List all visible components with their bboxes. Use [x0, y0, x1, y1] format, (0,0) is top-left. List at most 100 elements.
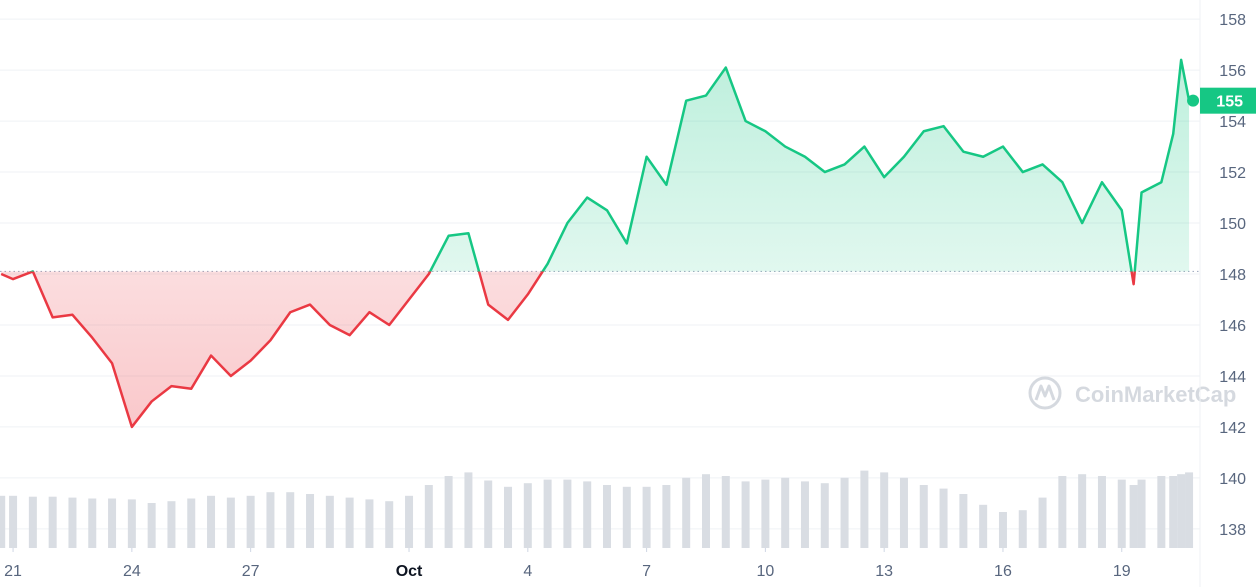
volume-bar	[9, 495, 18, 548]
volume-bar	[1078, 474, 1087, 548]
volume-bar	[108, 498, 117, 548]
volume-bar	[266, 492, 275, 548]
x-tick-label: 13	[875, 563, 893, 580]
plot	[0, 58, 1200, 429]
x-tick-label: 19	[1113, 563, 1131, 580]
volume-bar	[48, 496, 57, 548]
volume-bar	[682, 477, 691, 548]
y-tick-label: 138	[1219, 522, 1246, 539]
y-tick-label: 142	[1219, 420, 1246, 437]
volume-bar	[286, 492, 295, 548]
price-line	[29, 58, 1191, 272]
volume-bar	[662, 485, 671, 548]
volume-bar	[167, 501, 176, 548]
volume-bar	[385, 501, 394, 548]
volume-bar	[0, 495, 6, 548]
last-point	[1187, 94, 1200, 107]
volume-bar	[860, 470, 869, 548]
volume-bar	[721, 476, 730, 548]
volume-bars	[0, 470, 1194, 548]
volume-bar	[127, 499, 136, 548]
x-tick-label: Oct	[396, 563, 423, 580]
x-tick-label: 24	[123, 563, 141, 580]
y-tick-label: 146	[1219, 318, 1246, 335]
volume-bar	[603, 485, 612, 548]
volume-bar	[1129, 485, 1138, 548]
volume-bar	[325, 495, 334, 548]
volume-bar	[464, 472, 473, 548]
volume-bar	[701, 474, 710, 548]
volume-bar	[820, 483, 829, 548]
volume-bar	[959, 494, 968, 548]
volume-bar	[88, 498, 97, 548]
volume-bar	[345, 497, 354, 548]
volume-bar	[622, 486, 631, 548]
volume-bar	[28, 496, 37, 548]
volume-bar	[741, 481, 750, 548]
volume-bar	[781, 477, 790, 548]
volume-bar	[504, 486, 513, 548]
volume-bar	[642, 486, 651, 548]
volume-bar	[226, 497, 235, 548]
axes: 138 140 142 144 146 148 150 152 154 156 158 21 24 27 O…	[4, 0, 1256, 587]
y-tick-label: 144	[1219, 369, 1246, 386]
volume-bar	[1185, 472, 1194, 548]
x-tick-label: 10	[756, 563, 774, 580]
volume-bar	[1117, 479, 1126, 548]
x-tick-label: 27	[242, 563, 260, 580]
watermark-logo	[1028, 376, 1062, 410]
price-line	[0, 271, 1136, 429]
volume-bar	[68, 497, 77, 548]
price-tag-label: 155	[1216, 94, 1243, 111]
y-tick-label: 140	[1219, 471, 1246, 488]
volume-bar	[939, 488, 948, 548]
x-tick-label: 21	[4, 563, 22, 580]
volume-bar	[840, 477, 849, 548]
volume-bar	[1137, 479, 1146, 548]
volume-bar	[207, 495, 216, 548]
volume-bar	[1169, 476, 1178, 548]
y-tick-label: 158	[1219, 12, 1246, 29]
volume-bar	[147, 503, 156, 548]
volume-bar	[1157, 476, 1166, 548]
volume-bar	[444, 476, 453, 548]
volume-bar	[424, 485, 433, 548]
x-tick-label: 4	[523, 563, 532, 580]
watermark-text: CoinMarketCap	[1075, 382, 1236, 407]
watermark-logo-mark	[1034, 384, 1056, 401]
y-tick-label: 154	[1219, 114, 1246, 131]
volume-bar	[365, 499, 374, 548]
x-tick-label: 7	[642, 563, 651, 580]
volume-bar	[979, 504, 988, 548]
volume-bar	[405, 495, 414, 548]
volume-bar	[919, 485, 928, 548]
y-tick-label: 156	[1219, 63, 1246, 80]
volume-bar	[998, 512, 1007, 548]
volume-bar	[1058, 476, 1067, 548]
volume-bar	[484, 480, 493, 548]
x-tick-label: 16	[994, 563, 1012, 580]
volume-bar	[1097, 476, 1106, 548]
volume-bar	[246, 495, 255, 548]
volume-bar	[800, 481, 809, 548]
y-tick-label: 152	[1219, 165, 1246, 182]
price-tag	[1200, 87, 1256, 114]
volume-bar	[1177, 474, 1186, 548]
volume-bar	[1038, 497, 1047, 548]
y-tick-label: 150	[1219, 216, 1246, 233]
volume-bar	[543, 479, 552, 548]
volume-bar	[583, 481, 592, 548]
volume-bar	[880, 472, 889, 548]
price-area	[1, 59, 1190, 272]
volume-bar	[187, 498, 196, 548]
volume-bar	[523, 483, 532, 548]
y-tick-label: 148	[1219, 267, 1246, 284]
volume-bar	[761, 479, 770, 548]
volume-bar	[1018, 510, 1027, 548]
watermark: CoinMarketCap	[1028, 376, 1236, 410]
volume-bar	[563, 479, 572, 548]
volume-bar	[306, 494, 315, 548]
price-area	[1, 271, 1135, 427]
